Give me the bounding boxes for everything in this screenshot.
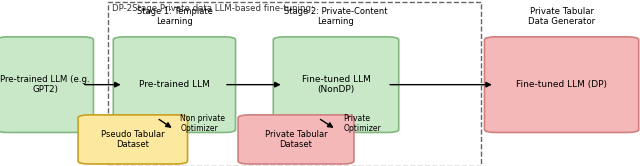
Text: Fine-tuned LLM (DP): Fine-tuned LLM (DP) <box>516 80 607 89</box>
Text: Private Tabular
Data Generator: Private Tabular Data Generator <box>529 7 595 26</box>
FancyBboxPatch shape <box>238 115 354 164</box>
Text: Private Tabular
Dataset: Private Tabular Dataset <box>265 130 327 149</box>
Text: Pre-trained LLM (e.g.
GPT2): Pre-trained LLM (e.g. GPT2) <box>0 75 90 94</box>
FancyBboxPatch shape <box>78 115 188 164</box>
Text: Pre-trained LLM: Pre-trained LLM <box>139 80 210 89</box>
Text: Pseudo Tabular
Dataset: Pseudo Tabular Dataset <box>101 130 164 149</box>
Text: DP-2Stage Private data LLM-based fine-tuning:: DP-2Stage Private data LLM-based fine-tu… <box>112 4 314 13</box>
FancyBboxPatch shape <box>0 37 93 132</box>
Text: Fine-tuned LLM
(NonDP): Fine-tuned LLM (NonDP) <box>301 75 371 94</box>
FancyBboxPatch shape <box>273 37 399 132</box>
Text: Stage 1: Template
Learning: Stage 1: Template Learning <box>137 7 212 26</box>
Text: Private
Optimizer: Private Optimizer <box>344 114 381 133</box>
Text: Stage 2: Private-Content
Learning: Stage 2: Private-Content Learning <box>284 7 388 26</box>
FancyBboxPatch shape <box>113 37 236 132</box>
FancyBboxPatch shape <box>484 37 639 132</box>
Text: Non private
Optimizer: Non private Optimizer <box>180 114 225 133</box>
